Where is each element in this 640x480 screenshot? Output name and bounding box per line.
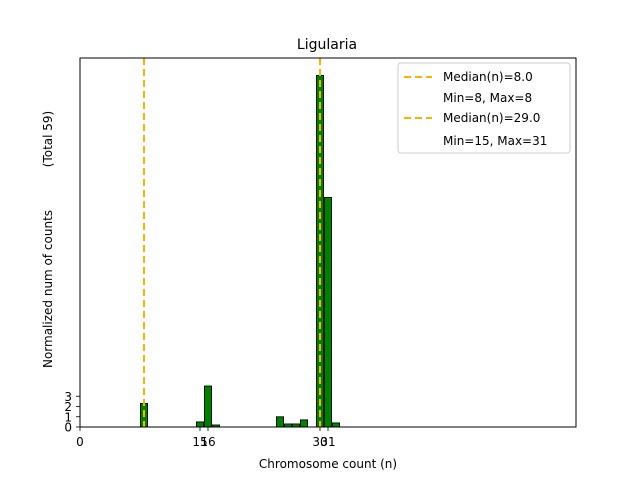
bar-25: [275, 416, 284, 428]
legend-box: [397, 62, 571, 154]
bar-15: [195, 421, 204, 428]
legend-range-label-1: Min=8, Max=8: [443, 91, 532, 105]
legend: Median(n)=8.0 Min=8, Max=8 Median(n)=29.…: [397, 62, 571, 154]
median-lines-group: [143, 58, 321, 427]
x-tick-label-16: 16: [200, 435, 215, 449]
chart-title: Ligularia: [297, 37, 357, 53]
y-tick-label-3: 3: [64, 390, 72, 404]
legend-range-label-2: Min=15, Max=31: [443, 134, 547, 148]
x-axis-label: Chromosome count (n): [259, 457, 397, 471]
y-axis-total-label: (Total 59): [41, 111, 55, 167]
bar-16: [203, 385, 212, 428]
y-tick-label-2: 2: [64, 400, 72, 414]
bar-31: [323, 196, 332, 428]
bar-28: [299, 419, 308, 428]
y-tick-label-0: 0: [64, 421, 72, 435]
x-tick-label-30: 30: [312, 435, 327, 449]
legend-median-label-1: Median(n)=8.0: [443, 70, 533, 84]
bar-32: [331, 422, 340, 428]
x-tick-label-31: 31: [320, 435, 335, 449]
x-tick-label-15: 15: [192, 435, 207, 449]
y-tick-label-1: 1: [64, 410, 72, 424]
x-tick-label-0: 0: [76, 435, 84, 449]
legend-median-label-2: Median(n)=29.0: [443, 111, 540, 125]
y-axis-label: Normalized num of counts: [41, 210, 55, 368]
bars-group: [139, 75, 340, 428]
